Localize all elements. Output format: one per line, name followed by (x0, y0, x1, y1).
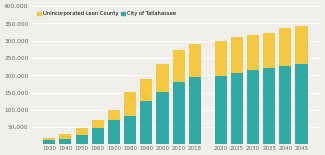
Bar (156, 92, 168, 144)
Bar (140, 79, 152, 101)
Bar (124, 116, 136, 144)
Bar (92, 128, 104, 144)
Legend: Unincorporated Leon County, City of Tallahassee: Unincorporated Leon County, City of Tall… (35, 10, 177, 17)
Bar (189, 77, 201, 144)
Bar (59, 139, 72, 144)
Bar (295, 64, 307, 144)
Bar (189, 44, 201, 77)
Bar (173, 82, 185, 144)
Bar (231, 73, 243, 144)
Bar (108, 110, 120, 120)
Bar (279, 28, 292, 66)
Bar (263, 33, 275, 68)
Bar (75, 135, 88, 144)
Bar (214, 76, 227, 144)
Bar (43, 140, 55, 144)
Bar (263, 68, 275, 144)
Bar (108, 120, 120, 144)
Bar (156, 64, 168, 92)
Bar (295, 26, 307, 64)
Bar (92, 120, 104, 128)
Bar (124, 92, 136, 116)
Bar (214, 41, 227, 76)
Bar (173, 50, 185, 82)
Bar (247, 70, 259, 144)
Bar (140, 101, 152, 144)
Bar (75, 128, 88, 135)
Bar (279, 66, 292, 144)
Bar (59, 134, 72, 139)
Bar (231, 37, 243, 73)
Bar (247, 35, 259, 70)
Bar (43, 137, 55, 140)
